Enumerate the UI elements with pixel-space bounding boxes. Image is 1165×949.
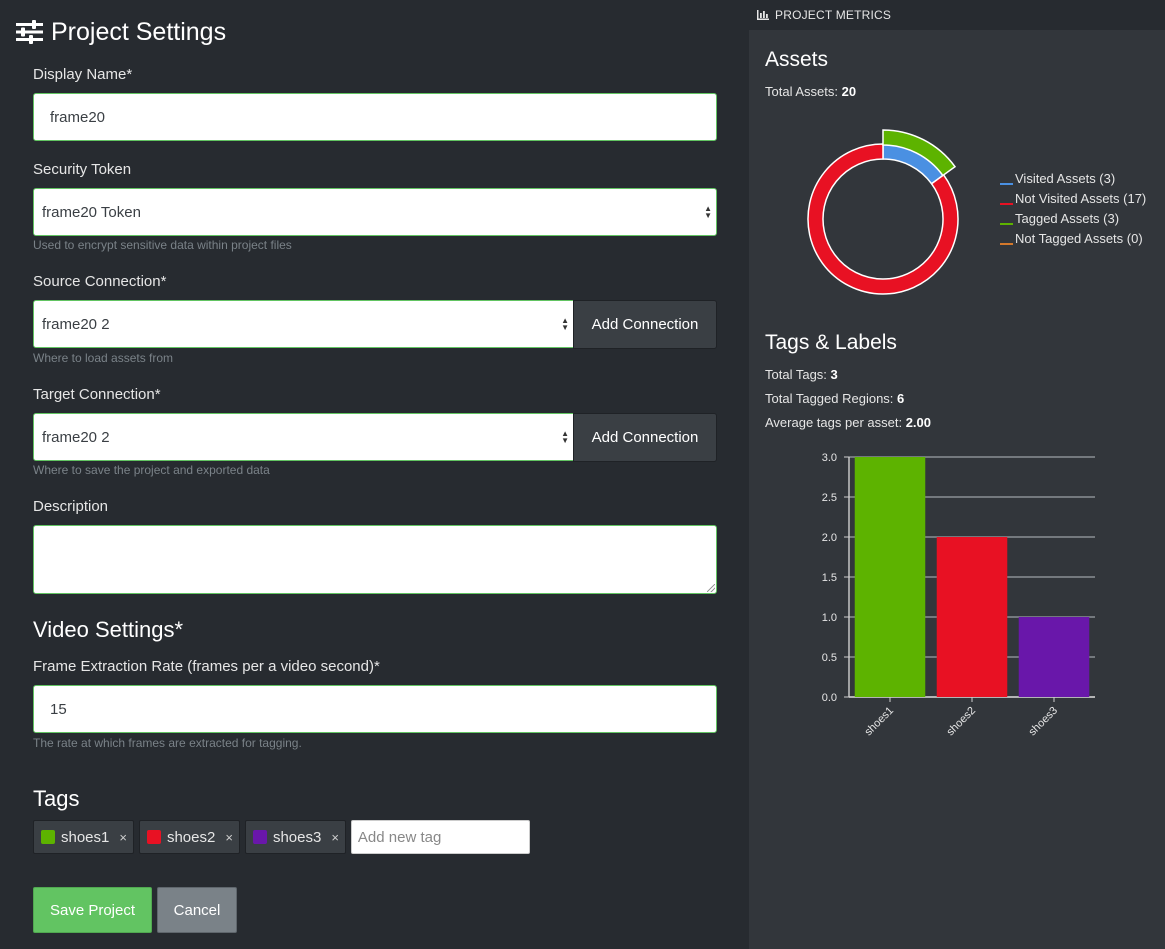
display-name-input[interactable]: frame20 — [33, 93, 717, 141]
y-tick-label: 2.5 — [822, 492, 837, 504]
project-settings-panel: Project Settings Display Name* frame20 S… — [16, 16, 717, 933]
security-token-label: Security Token — [33, 161, 132, 178]
target-connection-value: frame20 2 — [42, 428, 110, 446]
legend-swatch — [1000, 203, 1013, 205]
frame-rate-help: The rate at which frames are extracted f… — [33, 736, 302, 750]
tag-color-swatch[interactable] — [146, 830, 161, 844]
description-label: Description — [33, 498, 109, 515]
project-metrics-panel: PROJECT METRICS Assets Total Assets: 20 … — [749, 0, 1165, 949]
target-add-connection-button[interactable]: Add Connection — [573, 413, 717, 462]
total-regions-value: 6 — [897, 391, 905, 406]
description-textarea[interactable] — [33, 525, 717, 594]
frame-rate-value: 15 — [50, 700, 67, 718]
page-title: Project Settings — [16, 16, 226, 48]
target-connection-help: Where to save the project and exported d… — [33, 463, 270, 477]
donut-slice[interactable] — [882, 129, 957, 177]
tags-labels-heading: Tags & Labels — [765, 331, 897, 354]
legend-label: Visited Assets (3) — [1015, 171, 1116, 186]
avg-tags-label: Average tags per asset: — [765, 415, 903, 430]
total-regions-stat: Total Tagged Regions: 6 — [765, 391, 904, 406]
y-tick-label: 2.0 — [822, 532, 837, 544]
total-tags-value: 3 — [830, 367, 838, 382]
assets-heading: Assets — [765, 48, 829, 71]
frame-rate-input[interactable]: 15 — [33, 685, 717, 733]
tag-color-swatch[interactable] — [252, 830, 267, 844]
total-regions-label: Total Tagged Regions: — [765, 391, 894, 406]
bar-shoes1[interactable] — [854, 457, 926, 697]
select-arrows-icon: ▲ ▼ — [561, 316, 569, 332]
source-add-connection-button[interactable]: Add Connection — [573, 300, 717, 349]
page-title-text: Project Settings — [51, 17, 227, 46]
tag-chip[interactable]: shoes3 × — [244, 820, 346, 854]
tag-name[interactable]: shoes2 — [166, 828, 216, 846]
total-tags-stat: Total Tags: 3 — [765, 367, 838, 382]
save-project-button[interactable]: Save Project — [33, 887, 152, 933]
bar-shoes3[interactable] — [1018, 617, 1090, 697]
security-token-value: frame20 Token — [42, 203, 141, 221]
legend-item: Not Tagged Assets (0) — [1000, 226, 1146, 246]
assets-legend: Visited Assets (3) Not Visited Assets (1… — [1000, 166, 1146, 246]
x-tick-label: shoes3 — [1027, 705, 1061, 739]
bar-shoes2[interactable] — [936, 537, 1008, 697]
security-token-select[interactable]: frame20 Token ▲ ▼ — [33, 188, 717, 236]
add-tag-input[interactable] — [350, 820, 530, 854]
avg-tags-value: 2.00 — [905, 415, 932, 430]
frame-rate-label: Frame Extraction Rate (frames per a vide… — [33, 658, 380, 675]
tags-bar-chart: 0.0 0.5 1.0 1.5 2.0 2.5 3.0 shoes1 shoes2 shoes3 — [822, 452, 1095, 739]
y-tick-label: 3.0 — [822, 452, 837, 464]
legend-item: Not Visited Assets (17) — [1000, 186, 1146, 206]
metrics-header: PROJECT METRICS — [749, 0, 1165, 30]
y-tick-label: 1.0 — [822, 612, 837, 624]
target-connection-select[interactable]: frame20 2 ▲ ▼ — [33, 413, 574, 461]
legend-swatch — [1000, 183, 1013, 185]
remove-tag-icon[interactable]: × — [331, 829, 339, 845]
source-connection-help: Where to load assets from — [33, 351, 174, 365]
avg-tags-stat: Average tags per asset: 2.00 — [765, 415, 931, 430]
security-token-help: Used to encrypt sensitive data within pr… — [33, 238, 292, 252]
legend-item: Visited Assets (3) — [1000, 166, 1146, 186]
total-assets-stat: Total Assets: 20 — [765, 84, 856, 99]
source-connection-select[interactable]: frame20 2 ▲ ▼ — [33, 300, 574, 348]
y-tick-label: 0.5 — [822, 652, 837, 664]
legend-item: Tagged Assets (3) — [1000, 206, 1146, 226]
display-name-value: frame20 — [50, 108, 106, 126]
tags-heading: Tags — [33, 786, 80, 811]
legend-label: Tagged Assets (3) — [1015, 211, 1120, 226]
target-connection-label: Target Connection* — [33, 386, 161, 403]
bar-chart-icon — [757, 10, 769, 20]
cancel-button[interactable]: Cancel — [157, 887, 237, 933]
tags-editor: shoes1 × shoes2 × shoes3 × — [33, 820, 530, 854]
tag-name[interactable]: shoes3 — [272, 828, 322, 846]
tag-color-swatch[interactable] — [41, 830, 55, 844]
tag-chip[interactable]: shoes2 × — [138, 820, 240, 854]
legend-label: Not Visited Assets (17) — [1015, 191, 1147, 206]
assets-donut-chart — [807, 129, 959, 295]
total-assets-value: 20 — [841, 84, 857, 99]
total-assets-label: Total Assets: — [765, 84, 838, 99]
tag-chip[interactable]: shoes1 × — [33, 820, 134, 854]
total-tags-label: Total Tags: — [765, 367, 827, 382]
tag-name[interactable]: shoes1 — [61, 828, 110, 846]
donut-slice[interactable] — [807, 143, 959, 295]
source-connection-label: Source Connection* — [33, 273, 167, 290]
display-name-label: Display Name* — [33, 66, 133, 83]
legend-swatch — [1000, 223, 1013, 225]
remove-tag-icon[interactable]: × — [119, 829, 127, 845]
remove-tag-icon[interactable]: × — [225, 829, 233, 845]
sliders-icon — [16, 20, 43, 44]
y-tick-label: 1.5 — [822, 572, 837, 584]
metrics-header-text: PROJECT METRICS — [775, 8, 892, 22]
source-connection-value: frame20 2 — [42, 315, 110, 333]
x-tick-label: shoes2 — [945, 705, 979, 739]
video-settings-heading: Video Settings* — [33, 617, 184, 642]
x-tick-label: shoes1 — [863, 705, 897, 739]
select-arrows-icon: ▲ ▼ — [561, 429, 569, 445]
y-tick-label: 0.0 — [822, 692, 837, 704]
resize-grip-icon[interactable] — [707, 584, 715, 592]
legend-label: Not Tagged Assets (0) — [1015, 231, 1143, 246]
legend-swatch — [1000, 243, 1013, 245]
select-arrows-icon: ▲ ▼ — [704, 204, 712, 220]
